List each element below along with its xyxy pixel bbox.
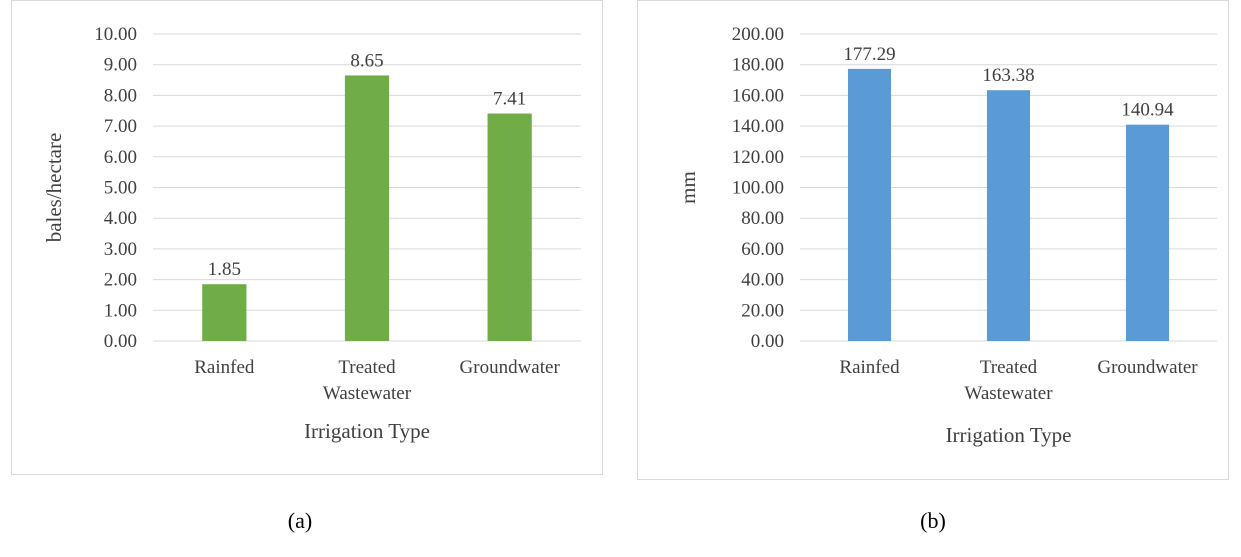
chart-a-bar: [487, 113, 532, 341]
chart-b-y-tick-label: 160.00: [732, 85, 784, 106]
chart-b-bar: [1125, 124, 1170, 341]
chart-a-y-tick-label: 2.00: [104, 270, 137, 291]
chart-b-category-label: Treated: [980, 357, 1038, 378]
chart-b-category-label: Wastewater: [964, 383, 1053, 404]
chart-a-y-tick-label: 9.00: [104, 55, 137, 76]
chart-b-y-tick-label: 120.00: [732, 147, 784, 168]
chart-a-data-label: 8.65: [350, 50, 383, 71]
chart-b-data-label: 140.94: [1121, 100, 1174, 121]
chart-b-y-tick-label: 100.00: [732, 178, 784, 199]
chart-b-y-tick-label: 80.00: [741, 208, 784, 229]
chart-b-y-tick-label: 180.00: [732, 55, 784, 76]
chart-b-category-label: Groundwater: [1097, 357, 1198, 378]
chart-b-data-label: 177.29: [843, 44, 895, 65]
chart-b-y-tick-label: 0.00: [751, 331, 784, 352]
chart-a-y-tick-label: 5.00: [104, 178, 137, 199]
chart-a-category-label: Treated: [338, 357, 396, 378]
chart-b-svg: 0.00 20.00 40.00 60.00 80.00 100.00 120.00 140.…: [637, 0, 1229, 480]
chart-a-y-tick-label: 4.00: [104, 208, 137, 229]
chart-a-y-tick-label: 0.00: [104, 331, 137, 352]
chart-b-data-label: 163.38: [982, 65, 1034, 86]
chart-a-y-axis-title: bales/hectare: [42, 133, 66, 243]
chart-b-y-tick-label: 20.00: [741, 300, 784, 321]
chart-a-data-label: 1.85: [208, 259, 241, 280]
chart-a-bar: [202, 284, 247, 341]
chart-a-y-tick-label: 7.00: [104, 116, 137, 137]
chart-a-data-label: 7.41: [493, 89, 526, 110]
chart-a-y-tick-label: 6.00: [104, 147, 137, 168]
chart-b-y-tick-label: 200.00: [732, 24, 784, 45]
chart-a-y-tick-label: 1.00: [104, 300, 137, 321]
chart-b-x-axis-title: Irrigation Type: [946, 423, 1072, 447]
chart-a-category-label: Wastewater: [323, 383, 412, 404]
chart-b-y-tick-label: 40.00: [741, 270, 784, 291]
chart-a-x-axis-title: Irrigation Type: [304, 419, 430, 443]
chart-b-y-axis-title: mm: [676, 171, 700, 204]
chart-b-y-tick-label: 60.00: [741, 239, 784, 260]
caption-a: (a): [287, 508, 313, 533]
chart-a-bar: [344, 75, 390, 341]
chart-a-category-label: Rainfed: [194, 357, 255, 378]
chart-a-svg: 0.00 1.00 2.00 3.00 4.00 5.00 6.00 7.00 8.00 9.00…: [11, 0, 603, 475]
chart-panel-b: 0.00 20.00 40.00 60.00 80.00 100.00 120.00 140.…: [637, 0, 1229, 480]
caption-b: (b): [920, 508, 946, 533]
chart-b-bar: [847, 68, 892, 341]
chart-b-category-label: Rainfed: [839, 357, 900, 378]
chart-a-category-label: Groundwater: [460, 357, 561, 378]
chart-a-y-tick-label: 3.00: [104, 239, 137, 260]
chart-a-y-tick-label: 10.00: [94, 24, 137, 45]
chart-b-bar: [986, 90, 1031, 341]
chart-a-y-tick-label: 8.00: [104, 85, 137, 106]
chart-b-y-tick-label: 140.00: [732, 116, 784, 137]
chart-panel-a: 0.00 1.00 2.00 3.00 4.00 5.00 6.00 7.00 8.00 9.00…: [11, 0, 603, 475]
